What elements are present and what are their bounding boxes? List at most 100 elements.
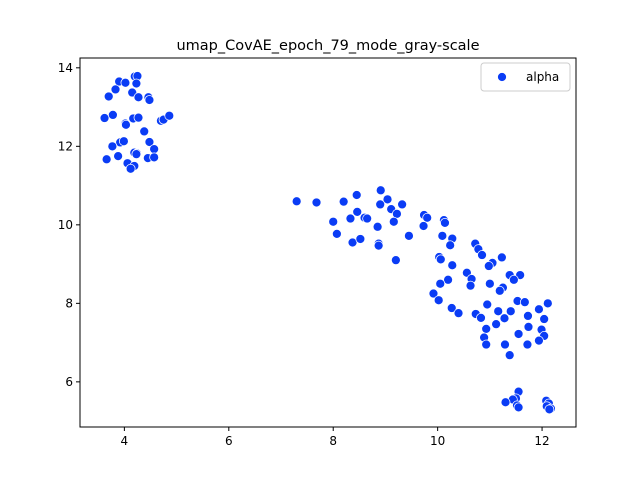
data-point xyxy=(499,313,510,324)
data-point xyxy=(433,295,444,306)
data-point xyxy=(523,322,534,332)
y-tick-label: 6 xyxy=(65,375,73,389)
y-tick-label: 12 xyxy=(58,139,73,153)
data-point xyxy=(445,240,456,251)
data-point xyxy=(435,278,446,289)
data-point xyxy=(500,339,510,350)
data-point xyxy=(539,314,550,324)
data-point xyxy=(505,306,516,317)
data-point xyxy=(373,240,384,251)
data-point xyxy=(481,339,492,350)
y-tick-label: 14 xyxy=(58,61,73,75)
data-point xyxy=(164,110,175,121)
data-point xyxy=(99,113,110,123)
data-point xyxy=(496,252,507,263)
chart-title: umap_CovAE_epoch_79_mode_gray-scale xyxy=(176,38,479,54)
data-point xyxy=(447,260,458,271)
x-tick-label: 4 xyxy=(121,434,129,448)
data-point xyxy=(522,339,533,350)
x-tick-label: 8 xyxy=(329,434,337,448)
y-tick-label: 10 xyxy=(58,218,73,232)
data-point xyxy=(144,137,155,147)
data-point xyxy=(513,329,524,339)
points-layer xyxy=(99,71,556,415)
data-point xyxy=(351,190,362,200)
data-point xyxy=(418,221,429,231)
data-point xyxy=(428,288,439,299)
data-point xyxy=(101,154,112,165)
data-point xyxy=(345,213,356,224)
data-point xyxy=(125,163,136,174)
data-point xyxy=(338,196,349,207)
plot-frame xyxy=(79,57,577,428)
data-point xyxy=(504,350,515,361)
data-point xyxy=(404,230,414,241)
x-tick-label: 10 xyxy=(430,434,445,448)
data-point xyxy=(131,78,142,89)
x-tick-label: 6 xyxy=(225,434,233,448)
y-axis: 6 8 10 12 14 xyxy=(58,61,80,389)
data-point xyxy=(465,280,476,291)
data-point xyxy=(508,274,519,285)
data-point xyxy=(481,323,492,334)
legend-label-alpha: alpha xyxy=(526,70,559,84)
data-point xyxy=(362,213,373,224)
data-point xyxy=(375,199,386,210)
data-point xyxy=(484,278,495,289)
data-point xyxy=(108,110,118,120)
data-point xyxy=(482,299,493,310)
data-point xyxy=(435,254,446,265)
data-point xyxy=(382,194,393,205)
legend-box xyxy=(480,62,571,92)
data-point xyxy=(519,297,530,308)
data-point xyxy=(422,212,433,223)
data-point xyxy=(121,119,131,130)
data-point xyxy=(291,196,302,207)
legend: alpha xyxy=(480,62,571,92)
data-point xyxy=(311,197,322,208)
data-point xyxy=(443,274,453,285)
data-point xyxy=(534,304,544,315)
data-point xyxy=(440,217,450,228)
data-point xyxy=(120,77,131,88)
data-point xyxy=(500,397,511,408)
legend-marker-alpha xyxy=(497,72,507,82)
data-point xyxy=(332,228,342,239)
data-point xyxy=(513,402,524,413)
data-point xyxy=(483,261,494,271)
data-point xyxy=(103,91,114,102)
data-point xyxy=(352,207,363,217)
data-point xyxy=(388,216,399,227)
data-point xyxy=(110,84,121,95)
data-point xyxy=(453,308,464,319)
data-point xyxy=(491,319,501,330)
data-point xyxy=(149,152,160,163)
data-point xyxy=(390,255,401,266)
data-point xyxy=(118,136,129,147)
data-point xyxy=(542,298,553,309)
data-point xyxy=(355,234,366,244)
data-point xyxy=(437,230,448,241)
data-point xyxy=(494,285,505,296)
data-point xyxy=(133,112,144,123)
data-point xyxy=(523,311,533,321)
data-point xyxy=(139,126,150,137)
y-tick-label: 8 xyxy=(65,296,73,310)
x-tick-label: 12 xyxy=(534,434,549,448)
data-point xyxy=(328,216,339,227)
data-point xyxy=(397,199,408,210)
data-point xyxy=(477,250,487,260)
data-point xyxy=(131,149,142,160)
data-point xyxy=(493,306,504,317)
data-point xyxy=(476,312,486,323)
data-point xyxy=(544,404,555,415)
data-point xyxy=(107,141,118,152)
data-point xyxy=(133,92,144,103)
data-point xyxy=(144,95,155,105)
data-point xyxy=(534,335,544,346)
data-point xyxy=(113,151,123,162)
data-point xyxy=(375,185,386,196)
x-axis: 4 6 8 10 12 xyxy=(121,427,550,448)
